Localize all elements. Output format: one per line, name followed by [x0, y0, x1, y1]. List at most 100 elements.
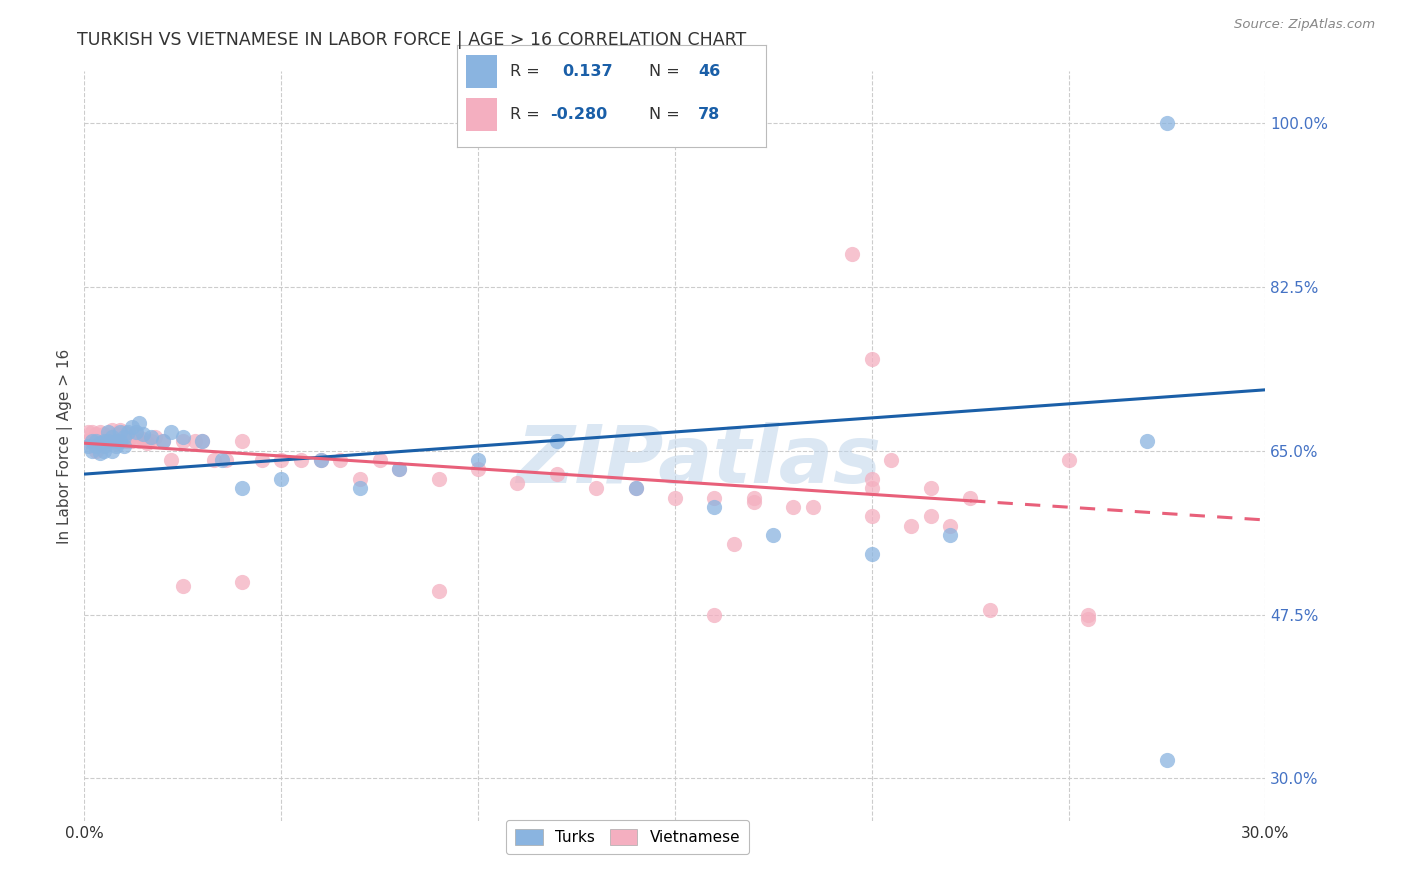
Point [467, 453, 489, 467]
Point [467, 462, 489, 476]
Point [108, 425, 131, 439]
Point [427, 472, 450, 486]
Point [93, 439, 115, 453]
Text: TURKISH VS VIETNAMESE IN LABOR FORCE | AGE > 16 CORRELATION CHART: TURKISH VS VIETNAMESE IN LABOR FORCE | A… [77, 31, 747, 49]
Point [703, 491, 725, 505]
Bar [467, 98, 498, 131]
Point [191, 434, 214, 449]
Point [860, 509, 883, 524]
Point [309, 453, 332, 467]
Point [152, 434, 174, 449]
Point [143, 430, 166, 444]
Point [93, 439, 115, 453]
Point [97, 434, 120, 449]
Point [388, 462, 411, 476]
Text: N =: N = [648, 107, 679, 122]
Point [309, 453, 332, 467]
Point [506, 476, 529, 491]
Point [104, 439, 127, 453]
Point [801, 500, 824, 514]
Point [84, 434, 107, 449]
Point [77, 434, 100, 449]
Point [112, 425, 135, 439]
Point [97, 425, 120, 439]
Point [585, 481, 607, 495]
Point [920, 481, 942, 495]
Point [939, 528, 962, 542]
Point [112, 430, 135, 444]
Point [112, 434, 135, 449]
Point [1156, 753, 1178, 767]
Point [121, 434, 143, 449]
Point [231, 434, 253, 449]
Point [1077, 607, 1099, 622]
Point [624, 481, 647, 495]
Point [211, 453, 233, 467]
Point [124, 426, 146, 441]
Point [121, 420, 143, 434]
Point [128, 416, 150, 430]
Point [290, 453, 312, 467]
Point [93, 434, 115, 449]
Point [270, 472, 292, 486]
Point [1156, 116, 1178, 130]
Point [101, 434, 124, 449]
Point [172, 580, 194, 594]
Point [117, 425, 139, 439]
Point [77, 425, 100, 439]
Point [231, 481, 253, 495]
Point [104, 426, 127, 441]
Point [141, 434, 163, 449]
Point [82, 434, 104, 449]
Point [703, 607, 725, 622]
Text: 0.137: 0.137 [562, 63, 613, 78]
Point [215, 453, 238, 467]
Point [703, 500, 725, 514]
Point [742, 495, 765, 509]
Point [89, 445, 111, 459]
Point [723, 537, 745, 551]
Point [97, 436, 120, 450]
Point [1136, 434, 1159, 449]
Point [546, 434, 568, 449]
Point [117, 426, 139, 441]
Text: -0.280: -0.280 [550, 107, 607, 122]
Point [97, 430, 120, 444]
Point [82, 434, 104, 449]
Point [89, 425, 111, 439]
Point [742, 491, 765, 505]
Point [959, 491, 981, 505]
Point [546, 467, 568, 482]
Point [860, 481, 883, 495]
Point [191, 434, 214, 449]
Point [860, 472, 883, 486]
Point [860, 547, 883, 561]
Point [84, 443, 107, 458]
Point [82, 425, 104, 439]
Point [388, 462, 411, 476]
Point [160, 425, 183, 439]
Point [152, 434, 174, 449]
Point [880, 453, 903, 467]
Y-axis label: In Labor Force | Age > 16: In Labor Force | Age > 16 [58, 349, 73, 543]
Point [132, 426, 155, 441]
Point [782, 500, 804, 514]
Point [117, 434, 139, 449]
Point [101, 443, 124, 458]
Point [920, 509, 942, 524]
Bar [467, 55, 498, 87]
Point [250, 453, 273, 467]
Point [939, 518, 962, 533]
Point [624, 481, 647, 495]
Point [136, 436, 159, 450]
Point [183, 434, 205, 449]
Point [89, 436, 111, 450]
Point [108, 423, 131, 437]
Point [101, 423, 124, 437]
Text: ZIPatlas: ZIPatlas [516, 422, 882, 500]
Point [841, 247, 863, 261]
Point [349, 472, 371, 486]
Point [160, 453, 183, 467]
Point [368, 453, 391, 467]
Point [108, 434, 131, 449]
